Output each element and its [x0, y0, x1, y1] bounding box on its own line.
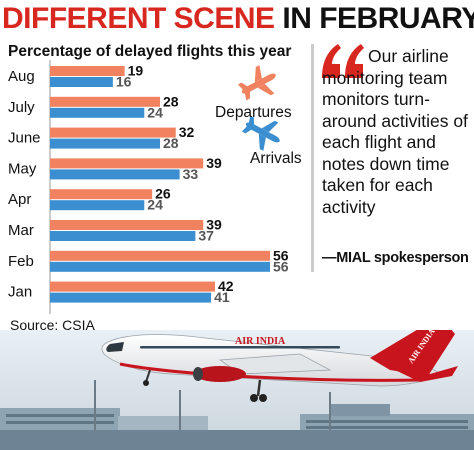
departures-bar	[50, 158, 204, 169]
category-label: Jan	[8, 284, 32, 301]
headline-part-red: DIFFERENT SCENE	[2, 2, 275, 35]
departures-data-label: 42	[218, 278, 234, 294]
terminal-windows	[6, 414, 468, 429]
aircraft-fuselage-lettering: AIR INDIA	[235, 336, 286, 347]
departures-bar	[50, 66, 125, 76]
category-label: Mar	[8, 222, 34, 239]
departures-bar	[50, 250, 270, 261]
category-label: Apr	[8, 191, 31, 208]
headline: DIFFERENT SCENE IN FEBRUARY	[0, 0, 474, 38]
departures-bar	[50, 96, 160, 107]
arrivals-data-label: 56	[273, 258, 289, 274]
chart-source: Source: CSIA	[10, 317, 95, 333]
arrivals-data-label: 37	[198, 228, 214, 244]
departures-data-label: 32	[179, 124, 195, 140]
departures-data-label: 39	[206, 217, 222, 233]
aircraft-photo: AIR INDIA AIR INDIA	[0, 330, 474, 450]
legend-departures-label: Departures	[215, 104, 292, 121]
quote-mark-icon	[322, 44, 364, 78]
arrivals-data-label: 33	[183, 166, 199, 182]
arrivals-bar	[50, 292, 212, 303]
departures-data-label: 56	[273, 247, 289, 263]
quote-attribution: —MIAL spokesperson	[322, 250, 469, 266]
airplane-takeoff-icon	[237, 65, 276, 101]
category-label: June	[8, 130, 41, 147]
departures-bar	[50, 189, 153, 200]
lamp-posts	[94, 380, 331, 430]
departures-data-label: 39	[206, 155, 222, 171]
arrivals-data-label: 41	[214, 289, 230, 305]
arrivals-bar	[50, 231, 196, 241]
arrivals-bar	[50, 138, 160, 149]
arrivals-bar	[50, 169, 180, 180]
arrivals-bar	[50, 200, 145, 211]
airplane-landing-icon	[241, 115, 280, 151]
headline-part-black: IN FEBRUARY	[274, 2, 474, 35]
departures-data-label: 19	[128, 63, 144, 79]
departures-bar	[50, 220, 204, 230]
chart-title: Percentage of delayed flights this year	[8, 43, 292, 60]
category-label: May	[8, 160, 37, 177]
arrivals-bar	[50, 107, 145, 118]
departures-bar	[50, 127, 176, 138]
arrivals-bar	[50, 261, 270, 272]
legend-arrivals-label: Arrivals	[250, 150, 302, 167]
departures-data-label: 28	[163, 93, 179, 109]
departures-data-label: 26	[155, 186, 171, 202]
arrivals-data-label: 24	[147, 197, 163, 213]
departures-bar	[50, 281, 215, 292]
category-label: Feb	[8, 253, 34, 270]
category-label: July	[8, 99, 35, 116]
category-label: Aug	[8, 68, 35, 85]
arrivals-data-label: 28	[163, 135, 179, 151]
terminal-buildings	[0, 404, 474, 450]
quote-text: Our airline monitoring team monitors tur…	[322, 46, 468, 217]
arrivals-data-label: 24	[147, 104, 163, 120]
arrivals-data-label: 16	[116, 74, 132, 90]
aircraft	[101, 330, 458, 402]
arrivals-bar	[50, 77, 113, 87]
column-divider	[311, 44, 314, 272]
